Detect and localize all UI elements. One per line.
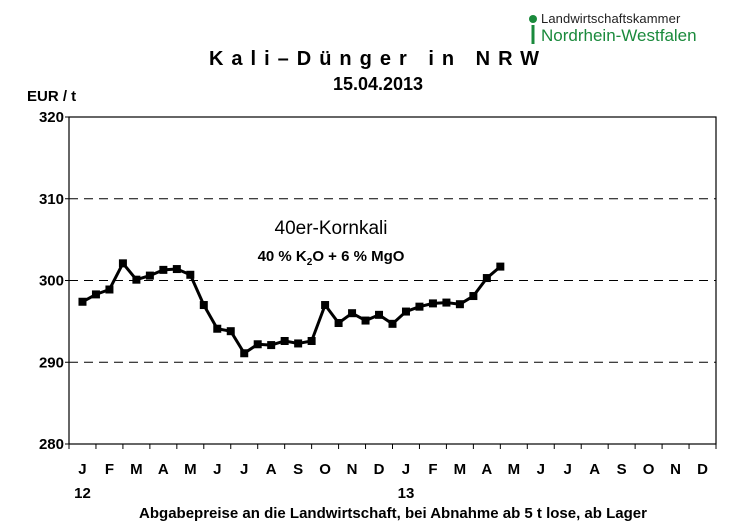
x-tick-label-12: J [402, 461, 410, 478]
data-point-25 [415, 302, 424, 311]
data-point-29 [469, 292, 478, 301]
data-point-14 [267, 341, 276, 350]
logo-line2: Nordrhein-Westfalen [541, 26, 697, 45]
x-tick-label-11: D [374, 461, 385, 478]
y-axis-label: EUR / t [27, 88, 77, 105]
x-tick-label-15: A [481, 461, 492, 478]
x-tick-label-21: O [643, 461, 655, 478]
data-point-23 [388, 319, 397, 328]
grid-lines [69, 198, 716, 363]
y-tick-label-320: 320 [39, 109, 64, 126]
annotation-product: 40er-Kornkali [275, 218, 388, 239]
data-point-19 [334, 319, 343, 328]
x-tick-label-8: S [293, 461, 303, 478]
x-tick-label-19: A [589, 461, 600, 478]
y-tick-label-300: 300 [39, 273, 64, 290]
x-tick-label-22: N [670, 461, 681, 478]
data-point-22 [375, 310, 384, 319]
data-point-31 [496, 262, 505, 271]
data-point-24 [401, 307, 410, 316]
annotation-subscript: 2 [307, 257, 313, 268]
x-tick-label-7: A [266, 461, 277, 478]
data-point-27 [442, 298, 451, 307]
data-point-3 [118, 259, 127, 268]
x-tick-label-3: A [158, 461, 169, 478]
data-point-0 [78, 297, 87, 306]
data-point-28 [455, 300, 464, 309]
x-tick-label-6: J [240, 461, 248, 478]
x-tick-label-10: N [347, 461, 358, 478]
y-tick-label-310: 310 [39, 191, 64, 208]
data-point-20 [348, 309, 357, 318]
x-tick-label-2: M [130, 461, 143, 478]
x-ticks: J F M A M J J A S O N D J F M A M J J A S O N D12 13 [68, 444, 717, 502]
year-label-12: 12 [74, 485, 91, 502]
chart-date: 15.04.2013 [332, 74, 424, 94]
data-point-1 [91, 290, 100, 299]
data-point-21 [361, 316, 370, 325]
logo-leaf-icon [529, 15, 537, 44]
x-tick-label-9: O [319, 461, 331, 478]
data-point-15 [280, 336, 289, 345]
logo: Landwirtschaftskammer Nordrhein-Westfale… [527, 10, 727, 50]
year-label-13: 13 [398, 485, 415, 502]
annotation-composition: 40 % K2O + 6 % MgO [258, 248, 405, 268]
data-point-10 [213, 324, 222, 333]
data-point-4 [132, 275, 141, 284]
x-tick-label-20: S [617, 461, 627, 478]
footer-note: Abgabepreise an die Landwirtschaft, bei … [139, 505, 647, 522]
annotation: 40er-Kornkali 40 % K2O + 6 % MgO [258, 218, 405, 268]
x-tick-label-14: M [454, 461, 467, 478]
data-point-5 [145, 271, 154, 280]
data-point-17 [307, 336, 316, 345]
data-point-16 [294, 339, 303, 348]
y-tick-label-290: 290 [39, 354, 64, 371]
data-point-18 [321, 301, 330, 310]
data-point-12 [240, 349, 249, 358]
data-point-9 [199, 301, 208, 310]
x-tick-label-13: F [428, 461, 437, 478]
y-tick-label-280: 280 [39, 436, 64, 453]
chart-title: Kali–Dünger in NRW [208, 48, 548, 70]
annotation-part-1: 40 % K [258, 248, 307, 265]
x-tick-label-1: F [105, 461, 114, 478]
annotation-part-2: O + 6 % MgO [312, 248, 404, 265]
x-tick-label-18: J [564, 461, 572, 478]
x-tick-label-23: D [697, 461, 708, 478]
logo-line1: Landwirtschaftskammer [541, 11, 681, 26]
data-point-13 [253, 340, 262, 349]
x-tick-label-5: J [213, 461, 221, 478]
data-point-2 [105, 285, 114, 294]
data-point-30 [482, 274, 491, 283]
series-layer [78, 259, 505, 358]
y-ticks: 280 290 300 310 320 [39, 109, 69, 453]
x-tick-label-17: J [537, 461, 545, 478]
series-line-0 [81, 261, 502, 355]
data-point-26 [428, 299, 437, 308]
data-point-8 [186, 270, 195, 279]
data-point-11 [226, 327, 235, 336]
x-tick-label-0: J [78, 461, 86, 478]
x-tick-label-4: M [184, 461, 197, 478]
x-tick-label-16: M [508, 461, 521, 478]
data-point-6 [159, 265, 168, 274]
data-point-7 [172, 265, 181, 274]
